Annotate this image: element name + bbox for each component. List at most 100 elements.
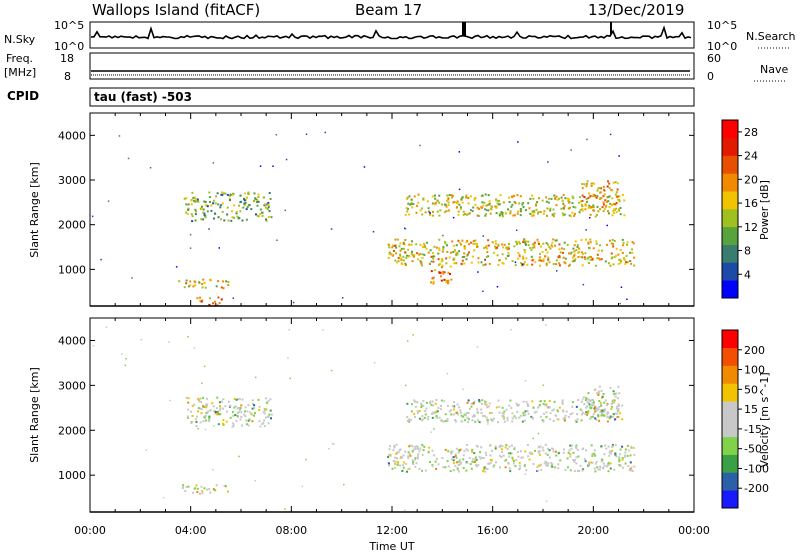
range-cell [551, 409, 554, 412]
range-cell [437, 252, 440, 255]
range-cell [539, 463, 542, 466]
range-cell [612, 413, 615, 416]
range-cell [612, 399, 615, 402]
range-cell [587, 410, 590, 413]
range-cell [513, 460, 515, 463]
range-cell [572, 459, 575, 461]
range-cell [562, 207, 565, 209]
range-cell [544, 255, 547, 258]
range-cell [486, 468, 489, 470]
range-cell [576, 413, 579, 416]
range-cell [200, 485, 203, 488]
range-cell [546, 447, 549, 450]
range-cell [424, 469, 427, 472]
range-cell [406, 419, 409, 422]
range-cell [597, 394, 600, 396]
range-cell [256, 204, 259, 207]
range-cell [498, 259, 501, 262]
range-cell [417, 201, 420, 204]
range-cell [391, 467, 394, 470]
range-cell [597, 390, 600, 393]
range-cell [197, 398, 200, 401]
range-cell [262, 411, 265, 414]
noise-spike [462, 22, 466, 36]
range-cell [461, 201, 464, 204]
range-cell [199, 397, 202, 400]
colorbar-swatch [722, 244, 738, 263]
noise-right-tick-bottom: 10^0 [707, 40, 737, 53]
range-cell [579, 196, 581, 199]
range-cell [244, 201, 247, 204]
range-cell [617, 415, 620, 418]
range-cell [507, 461, 510, 464]
range-cell [501, 253, 504, 256]
range-cell [633, 465, 636, 468]
range-cell [194, 197, 197, 200]
range-cell [581, 264, 584, 267]
range-cell [571, 260, 574, 263]
range-cell [452, 469, 455, 472]
range-cell [526, 263, 529, 266]
range-cell [516, 404, 519, 407]
range-cell [236, 412, 239, 414]
range-cell [429, 214, 432, 217]
range-cell [582, 283, 585, 286]
range-cell [510, 205, 513, 208]
range-cell [421, 213, 424, 216]
range-cell [201, 492, 204, 495]
range-cell [222, 419, 225, 422]
range-cell [610, 402, 613, 405]
range-cell [485, 213, 487, 216]
range-cell [519, 242, 521, 245]
range-cell [556, 408, 559, 411]
range-cell [633, 256, 636, 259]
range-cell [538, 243, 540, 245]
range-cell [446, 250, 449, 253]
range-cell [473, 414, 476, 417]
range-cell [193, 403, 196, 406]
range-cell [504, 446, 507, 449]
range-cell [624, 451, 627, 454]
range-cell [462, 454, 465, 457]
range-cell [422, 449, 425, 451]
colorbar-tick-label: 50 [744, 383, 758, 396]
range-cell [415, 243, 418, 246]
range-cell [187, 397, 190, 400]
range-cell [447, 198, 450, 201]
range-cell [525, 209, 527, 212]
range-cell [388, 448, 391, 451]
range-cell [618, 392, 621, 395]
range-cell [197, 200, 200, 203]
range-cell [555, 454, 558, 457]
range-cell [400, 247, 403, 250]
range-cell [247, 193, 250, 196]
range-cell [518, 254, 521, 257]
range-cell [195, 425, 198, 428]
range-cell [452, 258, 455, 261]
range-cell [458, 203, 461, 206]
range-cell [600, 404, 603, 407]
range-cell [435, 457, 438, 460]
range-cell [516, 194, 519, 197]
range-cell [600, 445, 603, 448]
range-cell [485, 204, 488, 207]
range-cell [251, 399, 254, 402]
range-cell [411, 459, 414, 462]
range-cell [529, 247, 532, 249]
range-cell [571, 401, 574, 404]
range-cell [519, 195, 522, 198]
y-tick-label: 4000 [58, 334, 86, 347]
range-cell [611, 197, 614, 200]
range-cell [610, 405, 613, 408]
range-cell [445, 210, 448, 213]
range-cell [587, 262, 590, 264]
range-cell [597, 249, 600, 252]
range-cell [602, 466, 605, 469]
range-cell [551, 245, 554, 248]
colorbar-tick-label: 20 [744, 173, 758, 186]
x-tick-label: 20:00 [577, 524, 609, 537]
range-cell [276, 239, 278, 241]
range-cell [545, 196, 548, 199]
range-cell [546, 405, 549, 408]
range-cell [585, 198, 588, 201]
